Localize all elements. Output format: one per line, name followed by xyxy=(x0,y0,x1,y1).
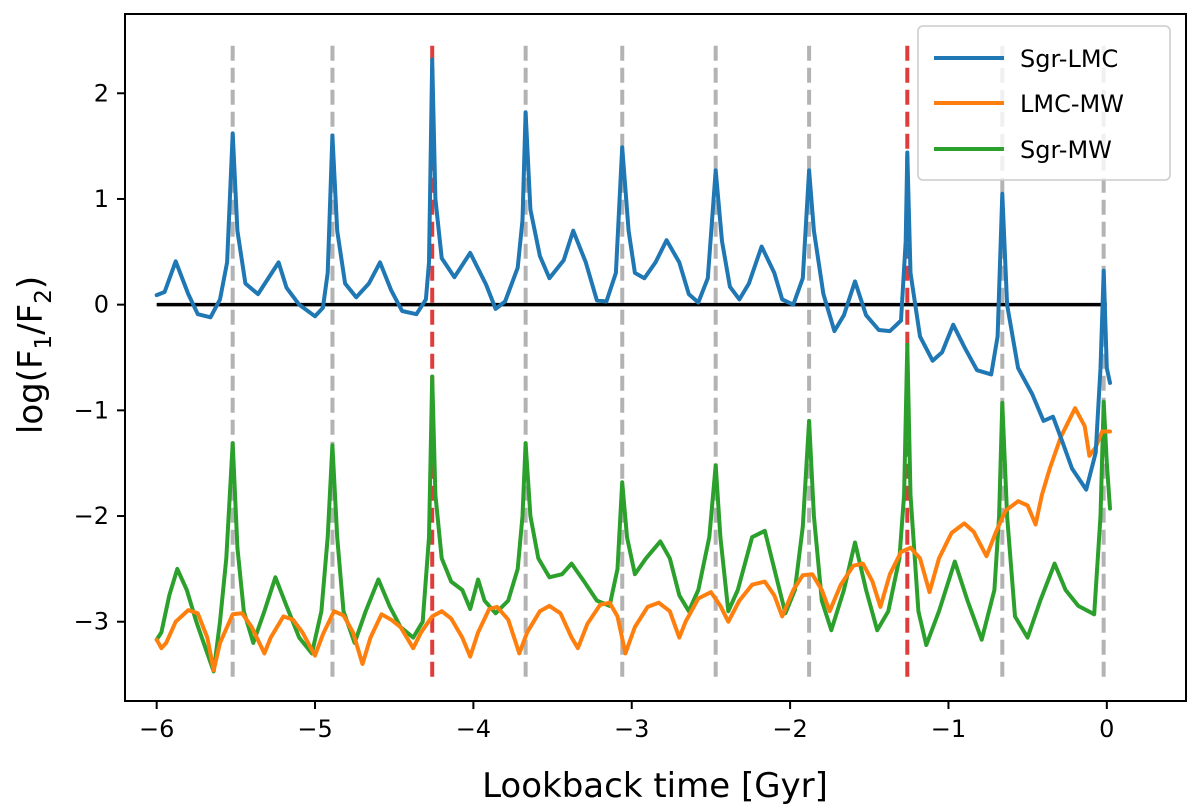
x-axis-label: Lookback time [Gyr] xyxy=(482,766,828,806)
x-axis-ticks: −6 −5 −4 −3 −2 −1 0 xyxy=(139,701,1114,743)
vertical-marker-lines xyxy=(230,45,1106,684)
y-tick-label: −1 xyxy=(74,396,109,424)
series-line-sgr-lmc xyxy=(154,57,1112,492)
y-tick-label: −2 xyxy=(74,502,109,530)
x-tick-label: −6 xyxy=(139,715,174,743)
x-tick-label: −5 xyxy=(297,715,332,743)
series-line-sgr-mw xyxy=(154,342,1112,674)
y-tick-label: −3 xyxy=(74,608,109,636)
series-line-lmc-mw xyxy=(154,406,1112,673)
y-tick-label: 2 xyxy=(94,79,109,107)
x-tick-label: −2 xyxy=(772,715,807,743)
x-tick-label: −4 xyxy=(456,715,491,743)
y-tick-label: 1 xyxy=(94,185,109,213)
y-axis-label: log(F1/F2) xyxy=(11,276,57,434)
series-lines xyxy=(154,57,1112,674)
y-tick-label: 0 xyxy=(94,291,109,319)
legend-label-lmc-mw: LMC-MW xyxy=(1020,90,1124,118)
x-tick-label: −3 xyxy=(614,715,649,743)
x-tick-label: −1 xyxy=(931,715,966,743)
plot-frame xyxy=(124,13,1187,702)
x-tick-label: 0 xyxy=(1099,715,1114,743)
legend-label-sgr-mw: Sgr-MW xyxy=(1020,136,1112,164)
legend-box xyxy=(917,25,1171,181)
y-axis-ticks: 2 1 0 −1 −2 −3 xyxy=(74,79,125,636)
legend-label-sgr-lmc: Sgr-LMC xyxy=(1020,45,1118,73)
legend: Sgr-LMC LMC-MW Sgr-MW xyxy=(917,25,1171,181)
